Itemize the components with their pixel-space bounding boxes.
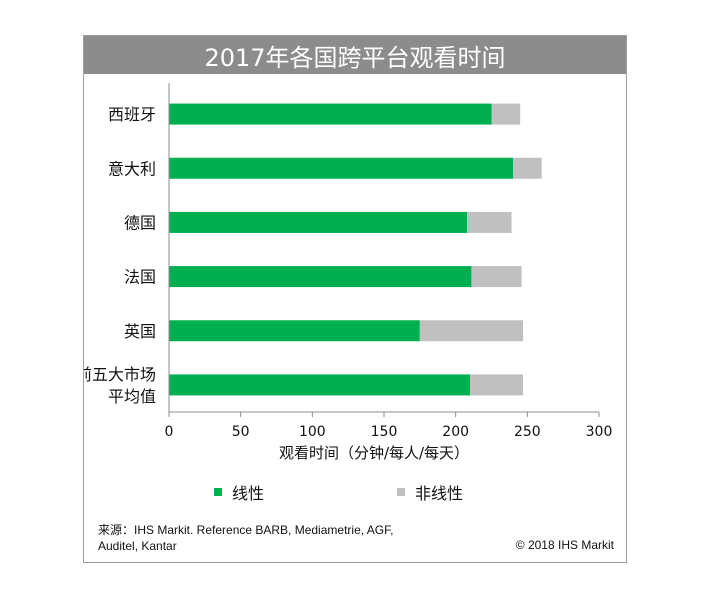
bar-nonlinear (491, 103, 521, 125)
category-label: 意大利 (108, 159, 156, 178)
bar-linear (169, 320, 420, 342)
bar-nonlinear (419, 320, 524, 342)
chart-frame: 2017年各国跨平台观看时间 西班牙意大利德国法国英国前五大市场平均值 0 50 10… (83, 35, 627, 563)
category-label: 西班牙 (108, 105, 156, 124)
legend-swatch-linear (214, 488, 222, 496)
x-tick-label: 0 (165, 424, 174, 440)
x-tick-label: 150 (371, 424, 398, 440)
x-tick-label: 250 (514, 424, 541, 440)
chart-title: 2017年各国跨平台观看时间 (84, 36, 626, 74)
bar-chart: 西班牙意大利德国法国英国前五大市场平均值 0 50 100 150 200 250 300 观看… (84, 83, 613, 462)
legend-item-linear: 线性 (214, 480, 264, 504)
bar-nonlinear (467, 211, 512, 233)
category-label: 德国 (124, 213, 156, 232)
x-tick-label: 200 (442, 424, 469, 440)
copyright-note: © 2018 IHS Markit (515, 538, 614, 552)
bar-nonlinear (471, 266, 522, 288)
source-note: 来源：IHS Markit. Reference BARB, Mediametr… (98, 523, 394, 553)
bar-linear (169, 211, 468, 233)
legend-item-nonlinear: 非线性 (397, 480, 463, 504)
bar-linear (169, 374, 470, 396)
bar-linear (169, 103, 492, 125)
bar-nonlinear (470, 374, 524, 396)
category-label: 前五大市场平均值 (84, 365, 156, 406)
x-axis-label: 观看时间（分钟/每人/每天） (279, 444, 469, 462)
legend-swatch-nonlinear (397, 488, 405, 496)
category-label: 法国 (124, 268, 156, 287)
x-tick-label: 300 (586, 424, 613, 440)
legend-label-nonlinear: 非线性 (415, 484, 464, 503)
bar-linear (169, 266, 472, 288)
category-label: 英国 (124, 322, 156, 341)
legend-label-linear: 线性 (232, 484, 265, 503)
x-tick-label: 100 (299, 424, 326, 440)
x-tick-label: 50 (232, 424, 250, 440)
bar-nonlinear (513, 157, 542, 179)
bar-linear (169, 157, 513, 179)
